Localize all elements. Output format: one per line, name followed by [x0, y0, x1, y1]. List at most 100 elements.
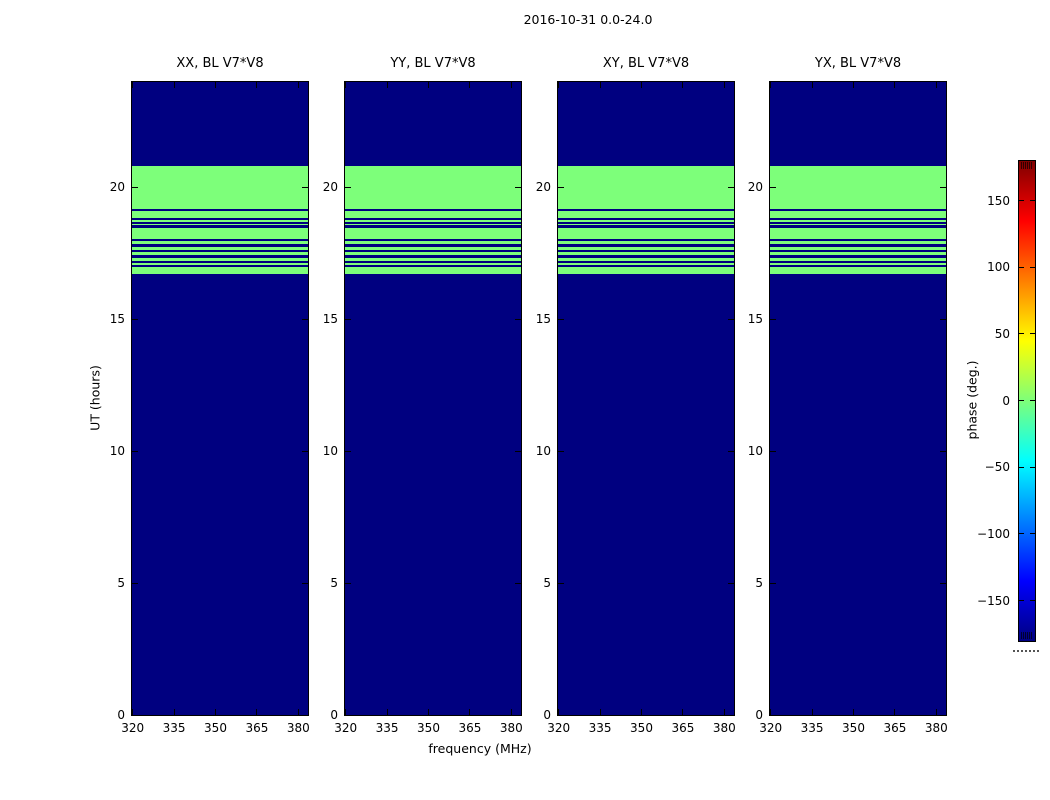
colorbar-tick-label: 50: [994, 326, 1010, 341]
y-tick: [728, 582, 734, 584]
y-tick: [558, 582, 564, 584]
x-tick: [641, 81, 642, 88]
x-tick: [558, 709, 560, 715]
y-tick: [515, 582, 521, 584]
x-tick: [723, 709, 725, 715]
x-tick: [215, 81, 216, 88]
gap-stripe: [558, 222, 734, 225]
y-tick: [728, 318, 734, 320]
x-tick: [428, 81, 429, 88]
gap-stripe: [558, 238, 734, 242]
x-tick: [173, 81, 175, 88]
y-tick: [302, 318, 308, 320]
gap-stripe: [770, 238, 946, 242]
gap-stripe: [132, 238, 308, 242]
colorbar-hatch: [1028, 161, 1030, 169]
x-tick-label: 335: [588, 721, 612, 735]
gap-stripe: [558, 265, 734, 268]
colorbar-tick: [1018, 466, 1024, 468]
y-tick: [132, 318, 138, 320]
colorbar-gradient: [1017, 159, 1036, 642]
x-tick-label: 320: [334, 721, 358, 735]
x-tick-label: 350: [204, 721, 227, 735]
x-tick: [297, 81, 299, 88]
x-tick: [469, 81, 471, 88]
gap-stripe: [345, 217, 521, 220]
y-tick-label: 0: [543, 708, 551, 722]
y-tick-label: 5: [543, 576, 551, 591]
x-tick: [173, 709, 175, 715]
x-tick: [811, 709, 813, 715]
x-tick: [811, 81, 813, 88]
panel-title: XX, BL V7*V8: [176, 56, 264, 71]
heatmap-region: [132, 81, 308, 167]
gap-stripe: [558, 260, 734, 263]
x-tick: [256, 709, 258, 715]
colorbar-label: phase (deg.): [964, 360, 980, 440]
x-tick: [386, 81, 388, 88]
gap-stripe: [558, 255, 734, 258]
x-tick: [256, 81, 258, 88]
y-axis-label: UT (hours): [87, 365, 103, 431]
panel: [344, 80, 522, 716]
gap-stripe: [132, 208, 308, 212]
gap-stripe: [770, 249, 946, 253]
colorbar-hatch: [1024, 631, 1026, 639]
y-tick-label: 10: [322, 444, 338, 459]
heatmap-region: [345, 81, 521, 167]
x-tick-label: 335: [800, 721, 824, 735]
x-tick: [853, 81, 854, 88]
colorbar-tick: [1018, 266, 1024, 268]
colorbar-tick: [1018, 533, 1024, 535]
colorbar-hatch: [1028, 631, 1030, 639]
y-tick-label: 0: [117, 708, 125, 722]
panel-title: YX, BL V7*V8: [814, 56, 902, 71]
y-tick: [558, 450, 564, 452]
y-tick-label: 20: [322, 180, 338, 195]
y-tick: [940, 582, 946, 584]
colorbar-tick: [1018, 200, 1024, 201]
y-tick: [515, 450, 521, 452]
gap-stripe: [345, 255, 521, 258]
y-tick-label: 15: [747, 312, 763, 327]
colorbar-hatch: [1026, 631, 1028, 639]
colorbar-tick: [1029, 400, 1035, 401]
y-tick-label: 20: [109, 180, 125, 195]
y-tick: [345, 582, 351, 584]
x-tick: [510, 709, 512, 715]
gap-stripe: [132, 217, 308, 220]
y-tick-label: 5: [117, 576, 125, 591]
heatmap-region: [132, 273, 308, 715]
y-tick-label: 15: [109, 312, 125, 327]
y-tick: [770, 450, 776, 452]
gap-stripe: [345, 244, 521, 247]
gap-stripe: [345, 238, 521, 242]
gap-stripe: [132, 244, 308, 247]
colorbar-tick-label: −50: [984, 460, 1010, 475]
y-tick-label: 0: [755, 708, 763, 722]
x-tick-label: 380: [712, 721, 736, 735]
colorbar-tick: [1029, 200, 1035, 201]
x-tick-label: 380: [924, 721, 948, 735]
x-tick: [894, 81, 896, 88]
gap-stripe: [345, 225, 521, 228]
y-tick-label: 10: [109, 444, 125, 459]
gap-stripe: [132, 255, 308, 258]
panel: [769, 80, 947, 716]
y-tick: [132, 186, 138, 188]
y-tick: [558, 318, 564, 320]
x-tick: [599, 81, 601, 88]
y-tick: [132, 582, 138, 584]
colorbar-tick: [1029, 466, 1035, 468]
x-tick-label: 380: [499, 721, 523, 735]
y-tick-label: 15: [535, 312, 551, 327]
heatmap-region: [558, 273, 734, 715]
x-tick: [428, 709, 429, 715]
gap-stripe: [345, 249, 521, 253]
x-tick: [770, 709, 772, 715]
gap-stripe: [132, 260, 308, 263]
x-tick-label: 365: [671, 721, 695, 735]
y-tick: [345, 186, 351, 188]
x-tick: [682, 81, 684, 88]
